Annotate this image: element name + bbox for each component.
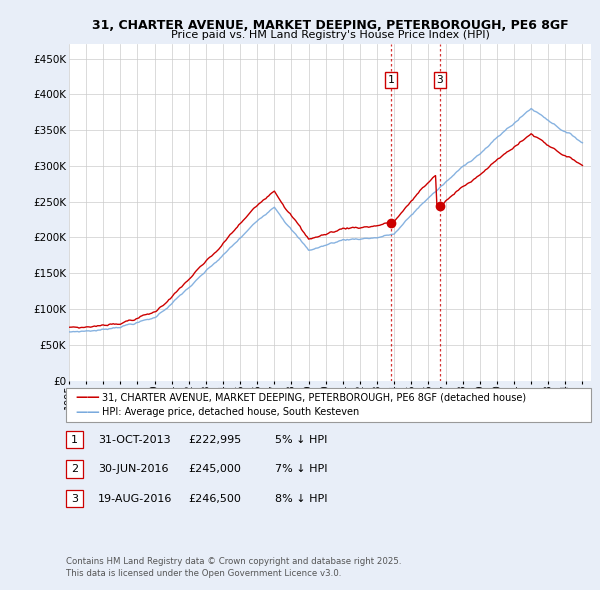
Text: 30-JUN-2016: 30-JUN-2016 (98, 464, 168, 474)
Text: £246,500: £246,500 (188, 494, 241, 503)
Text: 3: 3 (436, 75, 443, 85)
Text: 2: 2 (71, 464, 78, 474)
Text: 19-AUG-2016: 19-AUG-2016 (98, 494, 172, 503)
Text: 31-OCT-2013: 31-OCT-2013 (98, 435, 170, 444)
Text: 1: 1 (71, 435, 78, 444)
Text: £222,995: £222,995 (188, 435, 241, 444)
Text: ——: —— (75, 391, 100, 404)
Text: 1: 1 (388, 75, 395, 85)
Text: £245,000: £245,000 (188, 464, 241, 474)
Text: 5% ↓ HPI: 5% ↓ HPI (275, 435, 327, 444)
Text: 3: 3 (71, 494, 78, 503)
Text: Price paid vs. HM Land Registry's House Price Index (HPI): Price paid vs. HM Land Registry's House … (170, 30, 490, 40)
Text: 31, CHARTER AVENUE, MARKET DEEPING, PETERBOROUGH, PE6 8GF (detached house): 31, CHARTER AVENUE, MARKET DEEPING, PETE… (102, 392, 526, 402)
Text: 8% ↓ HPI: 8% ↓ HPI (275, 494, 328, 503)
Text: 31, CHARTER AVENUE, MARKET DEEPING, PETERBOROUGH, PE6 8GF: 31, CHARTER AVENUE, MARKET DEEPING, PETE… (92, 19, 568, 32)
Text: 7% ↓ HPI: 7% ↓ HPI (275, 464, 328, 474)
Text: ——: —— (75, 406, 100, 419)
Text: HPI: Average price, detached house, South Kesteven: HPI: Average price, detached house, Sout… (102, 407, 359, 417)
Text: Contains HM Land Registry data © Crown copyright and database right 2025.
This d: Contains HM Land Registry data © Crown c… (66, 558, 401, 578)
